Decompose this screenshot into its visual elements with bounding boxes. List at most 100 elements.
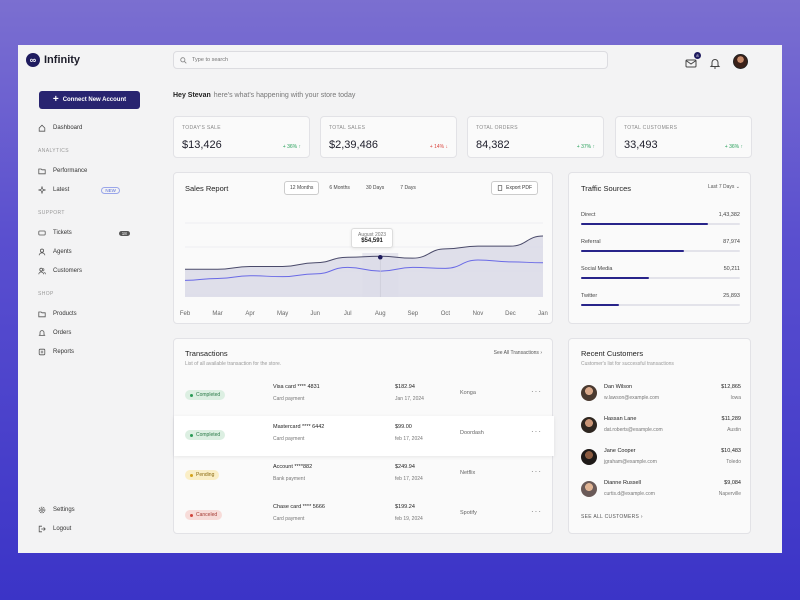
search-icon bbox=[180, 56, 187, 64]
tab-30-days[interactable]: 30 Days bbox=[365, 185, 385, 191]
customer-name: Jane Cooper bbox=[604, 448, 636, 454]
sidebar-item-products[interactable]: Products bbox=[38, 310, 77, 318]
more-options-icon[interactable]: ··· bbox=[531, 387, 542, 396]
table-row[interactable]: Completed Mastercard **** 6442 Card paym… bbox=[174, 416, 554, 456]
tx-merchant: Spotify bbox=[460, 510, 477, 516]
customer-name: Dianne Russell bbox=[604, 480, 641, 486]
sidebar-item-tickets[interactable]: Tickets 18 bbox=[38, 229, 130, 237]
mail-button[interactable]: 8 bbox=[685, 51, 701, 68]
status-text: Canceled bbox=[196, 512, 218, 518]
see-all-label: See All Transactions bbox=[493, 350, 539, 356]
user-avatar[interactable] bbox=[733, 54, 748, 69]
gear-icon bbox=[38, 506, 46, 514]
sidebar-item-label: Products bbox=[53, 311, 77, 317]
avatar bbox=[581, 417, 597, 433]
traffic-value: 25,893 bbox=[723, 293, 740, 299]
tab-12-months[interactable]: 12 Months bbox=[284, 181, 320, 195]
export-pdf-button[interactable]: Export PDF bbox=[491, 181, 538, 195]
traffic-range-label: Last 7 Days bbox=[708, 184, 735, 190]
list-item[interactable]: Hassan Lane dat.roberts@example.com $11,… bbox=[581, 415, 741, 439]
more-options-icon[interactable]: ··· bbox=[531, 467, 542, 476]
home-icon bbox=[38, 124, 46, 132]
sidebar-item-label: Reports bbox=[53, 349, 75, 355]
sidebar-item-label: Orders bbox=[53, 330, 72, 336]
table-row[interactable]: Completed Visa card **** 4831 Card payme… bbox=[174, 376, 554, 416]
tab-6-months[interactable]: 6 Months bbox=[329, 185, 350, 191]
notifications-button[interactable] bbox=[709, 56, 721, 68]
tooltip-value: $54,591 bbox=[361, 238, 383, 244]
folder-icon bbox=[38, 168, 46, 175]
range-tabs: 12 Months 6 Months 30 Days 7 Days bbox=[284, 181, 422, 195]
chart-tooltip: August 2023 $54,591 bbox=[351, 228, 394, 248]
list-item[interactable]: Jane Cooper jgraham@example.com $10,483 … bbox=[581, 447, 741, 471]
avatar bbox=[581, 449, 597, 465]
traffic-range-select[interactable]: Last 7 Days ⌄ bbox=[708, 184, 740, 190]
sidebar-item-settings[interactable]: Settings bbox=[38, 506, 75, 514]
tickets-count-badge: 18 bbox=[118, 230, 130, 236]
sidebar-item-performance[interactable]: Performance bbox=[38, 167, 87, 175]
x-tick-label: Feb bbox=[180, 311, 191, 317]
greeting: Hey Stevan here's what's happening with y… bbox=[173, 92, 355, 99]
customers-subtitle: Customer's list for successful transacti… bbox=[581, 361, 674, 367]
highlight-point bbox=[377, 255, 383, 260]
user-icon bbox=[38, 248, 46, 256]
stat-value: $13,426 bbox=[182, 139, 222, 151]
tab-7-days[interactable]: 7 Days bbox=[400, 185, 416, 191]
sidebar-item-orders[interactable]: Orders bbox=[38, 329, 71, 337]
more-options-icon[interactable]: ··· bbox=[531, 427, 542, 436]
sidebar-item-customers[interactable]: Customers bbox=[38, 267, 82, 275]
series-area-this-period bbox=[185, 235, 543, 297]
traffic-title: Traffic Sources bbox=[581, 184, 632, 193]
avatar bbox=[581, 481, 597, 497]
stat-card-total-orders: TOTAL ORDERS 84,382 + 37% ↑ bbox=[467, 116, 604, 158]
series-line-this-period bbox=[185, 235, 544, 270]
sidebar-item-agents[interactable]: Agents bbox=[38, 248, 72, 256]
see-all-customers-link[interactable]: SEE ALL CUSTOMERS › bbox=[581, 514, 643, 520]
list-item[interactable]: Dianne Russell curtis.d@example.com $9,0… bbox=[581, 479, 741, 503]
sidebar-item-reports[interactable]: Reports bbox=[38, 348, 74, 356]
sidebar-item-label: Settings bbox=[53, 507, 75, 513]
table-row[interactable]: Pending Account ****882 Bank payment $24… bbox=[174, 456, 554, 496]
customer-amount: $12,865 bbox=[721, 384, 741, 390]
document-icon bbox=[498, 185, 503, 191]
recent-customers-card: Recent Customers Customer's list for suc… bbox=[568, 338, 751, 534]
sidebar-item-latest[interactable]: Latest NEW bbox=[38, 186, 120, 194]
avatar bbox=[581, 385, 597, 401]
see-all-transactions-link[interactable]: See All Transactions › bbox=[494, 350, 542, 356]
traffic-bar-fill bbox=[581, 277, 650, 279]
stat-change: + 37% ↑ bbox=[576, 144, 595, 150]
stat-change: + 36% ↑ bbox=[282, 144, 301, 150]
tx-amount: $249.94 bbox=[395, 464, 415, 470]
sidebar-item-label: Performance bbox=[53, 168, 88, 174]
sidebar-item-logout[interactable]: Logout bbox=[38, 525, 71, 533]
app-logo[interactable]: ∞ Infinity bbox=[26, 53, 80, 67]
logout-icon bbox=[38, 525, 46, 533]
stat-change: + 36% ↑ bbox=[724, 144, 743, 150]
infinity-logo-icon: ∞ bbox=[26, 53, 40, 67]
search-input[interactable] bbox=[192, 57, 572, 63]
bell-icon bbox=[709, 58, 721, 68]
x-tick-label: Jul bbox=[344, 311, 352, 317]
transactions-card: Transactions List of all available trans… bbox=[173, 338, 554, 536]
tx-method: Account ****882 bbox=[273, 464, 313, 470]
sales-report-card: Sales Report 12 Months 6 Months 30 Days … bbox=[173, 172, 553, 324]
search-bar[interactable] bbox=[173, 51, 608, 69]
more-options-icon[interactable]: ··· bbox=[531, 507, 542, 516]
x-tick-label: Apr bbox=[245, 311, 254, 317]
traffic-bar-track bbox=[581, 250, 740, 252]
customer-amount: $11,289 bbox=[721, 416, 741, 422]
list-item[interactable]: Dan Wilson w.lawson@example.com $12,865 … bbox=[581, 383, 741, 407]
table-row[interactable]: Canceled Chase card **** 5666 Card payme… bbox=[174, 496, 554, 536]
tx-type: Bank payment bbox=[273, 476, 305, 482]
sidebar-item-dashboard[interactable]: Dashboard bbox=[38, 124, 82, 132]
connect-account-button[interactable]: + Connect New Account bbox=[39, 91, 140, 109]
status-text: Pending bbox=[196, 472, 215, 478]
chevron-right-icon: › bbox=[640, 514, 643, 520]
traffic-bar-track bbox=[581, 223, 740, 225]
stat-change: + 14% ↓ bbox=[429, 144, 448, 150]
customers-title: Recent Customers bbox=[581, 349, 644, 358]
traffic-name: Referral bbox=[581, 239, 601, 245]
sidebar-item-label: Tickets bbox=[53, 230, 72, 236]
bell-icon bbox=[38, 330, 46, 336]
tx-date: Jan 17, 2024 bbox=[395, 396, 424, 402]
